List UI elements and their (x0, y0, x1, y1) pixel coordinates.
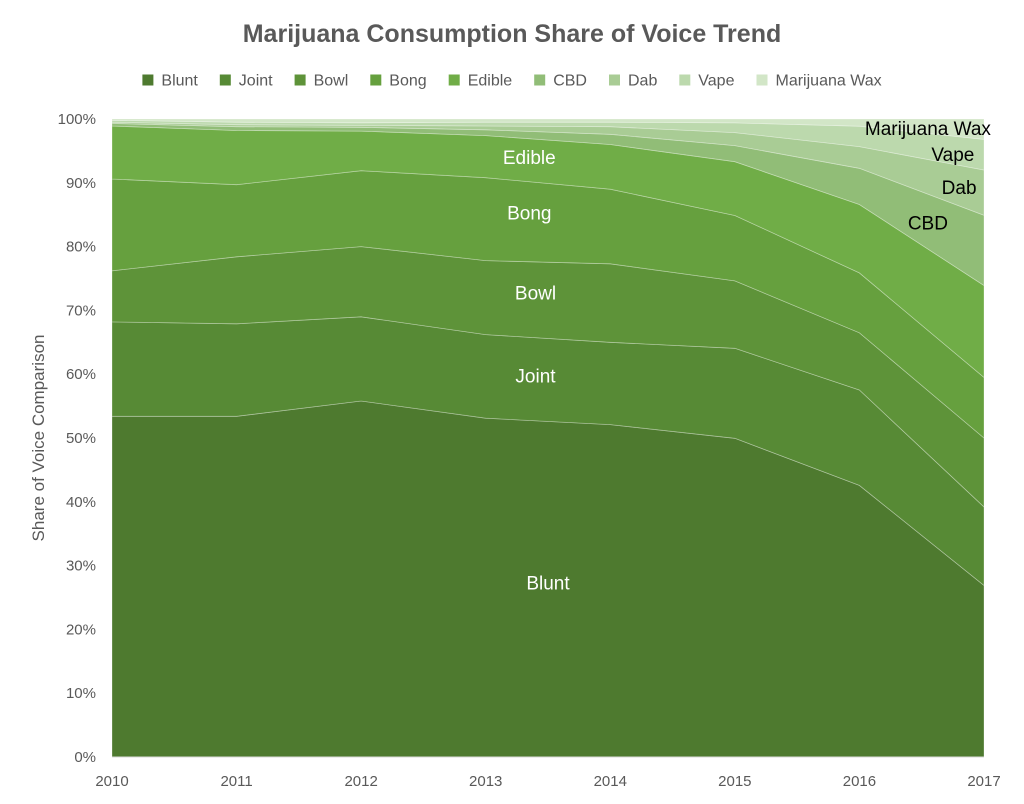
legend-item-bong: Bong (370, 73, 427, 90)
x-axis-ticks: 2010 2011 2012 2013 2014 2015 2016 2017 (95, 773, 1000, 790)
y-axis-label: Share of Voice Comparison (29, 335, 48, 542)
area-bong (111, 170, 985, 439)
legend-item-cbd: CBD (534, 73, 587, 90)
y-tick-label: 0% (74, 749, 96, 766)
x-tick-label: 2017 (967, 773, 1000, 790)
legend-label: Edible (468, 73, 513, 90)
legend-item-bowl: Bowl (294, 73, 349, 90)
legend-item-joint: Joint (219, 73, 273, 90)
band-labels: Blunt Joint Bowl Bong Edible CBD Dab Vape Mariju… (503, 119, 992, 595)
legend-item-dab: Dab (609, 73, 657, 90)
x-tick-label: 2014 (594, 773, 627, 790)
area-vape (111, 119, 985, 171)
band-label-edible: Edible (503, 148, 556, 169)
area-dab (111, 121, 985, 216)
legend-label: Blunt (161, 73, 198, 90)
legend: Blunt Joint Bowl Bong Edible CBD Dab Vape Mariju… (142, 73, 882, 90)
legend-item-vape: Vape (679, 73, 735, 90)
x-tick-label: 2015 (718, 773, 751, 790)
legend-swatch (294, 74, 306, 86)
legend-swatch (142, 74, 154, 86)
y-axis-ticks: 0% 10% 20% 30% 40% 50% 60% 70% 80% 90% 100% (58, 111, 96, 766)
band-label-blunt: Blunt (526, 574, 570, 595)
band-label-bowl: Bowl (515, 283, 556, 304)
legend-label: Vape (698, 73, 734, 90)
legend-label: Joint (239, 73, 273, 90)
legend-item-edible: Edible (448, 73, 513, 90)
x-tick-label: 2012 (344, 773, 377, 790)
area-series-group (111, 118, 985, 758)
legend-label: Bowl (314, 73, 349, 90)
y-tick-label: 50% (66, 430, 96, 447)
band-label-joint: Joint (515, 366, 556, 387)
x-tick-label: 2016 (843, 773, 876, 790)
legend-swatch (370, 74, 382, 86)
band-label-bong: Bong (507, 204, 551, 225)
legend-swatch (448, 74, 460, 86)
x-tick-label: 2013 (469, 773, 502, 790)
band-label-cbd: CBD (908, 213, 948, 234)
chart-title: Marijuana Consumption Share of Voice Tre… (243, 20, 782, 48)
band-label-vape: Vape (931, 145, 974, 166)
legend-swatch (609, 74, 620, 86)
area-edible (111, 125, 985, 379)
y-tick-label: 60% (66, 366, 96, 383)
y-tick-label: 10% (66, 685, 96, 702)
legend-swatch (534, 74, 546, 86)
y-tick-label: 100% (58, 111, 96, 128)
y-tick-label: 90% (66, 175, 96, 192)
y-tick-label: 70% (66, 302, 96, 319)
band-label-marijuana-wax: Marijuana Wax (865, 119, 992, 140)
legend-label: CBD (553, 73, 587, 90)
area-marijuana-wax (111, 118, 985, 140)
legend-item-marijuana-wax: Marijuana Wax (756, 73, 882, 90)
y-tick-label: 30% (66, 558, 96, 575)
legend-label: Bong (389, 73, 426, 90)
legend-label: Dab (628, 73, 657, 90)
y-tick-label: 80% (66, 239, 96, 256)
y-tick-label: 40% (66, 494, 96, 511)
y-tick-label: 20% (66, 621, 96, 638)
band-label-dab: Dab (942, 178, 977, 199)
x-tick-label: 2010 (95, 773, 128, 790)
x-tick-label: 2011 (220, 773, 252, 790)
legend-swatch (679, 74, 691, 86)
legend-item-blunt: Blunt (142, 73, 198, 90)
legend-label: Marijuana Wax (776, 73, 882, 90)
legend-swatch (219, 74, 231, 86)
legend-swatch (756, 74, 768, 86)
